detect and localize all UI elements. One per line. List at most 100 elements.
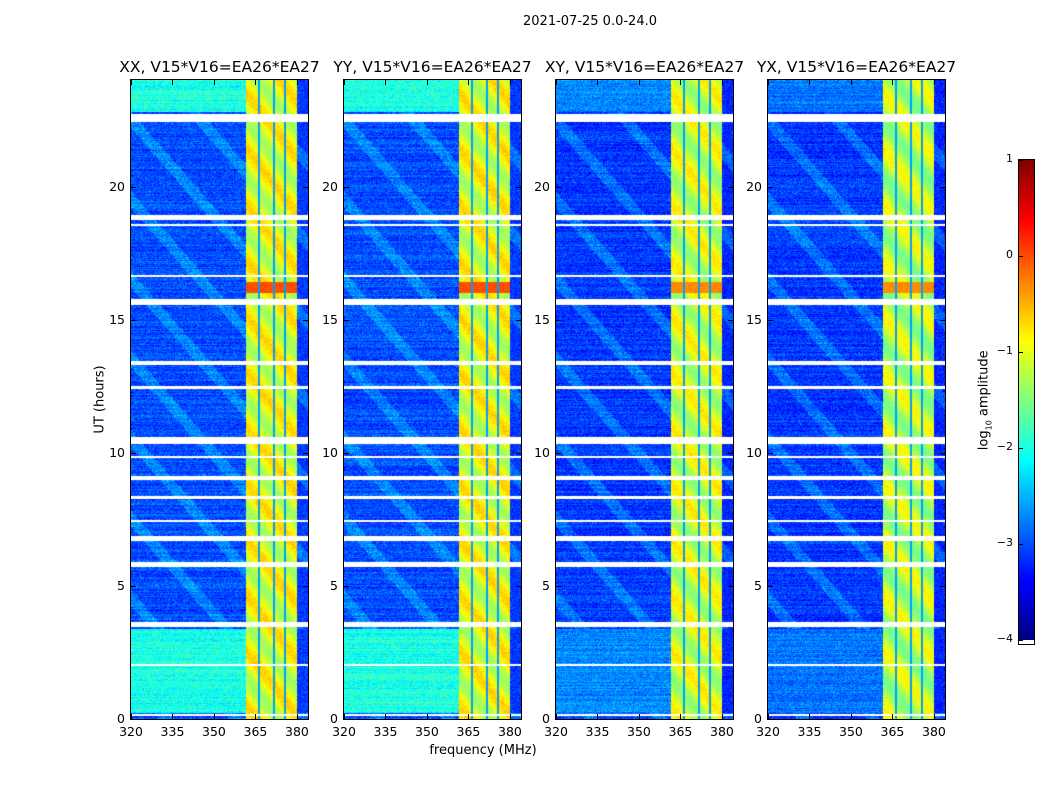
x-tick-label: 365 [456,724,481,739]
x-tick-bottom [721,714,723,719]
panel-title: XY, V15*V16=EA26*EA27 [544,58,745,76]
colorbar-tick-label: −1 [996,344,1013,357]
x-tick-bottom [768,714,769,719]
colorbar-tick [1019,160,1023,161]
y-tick-label: 15 [746,311,762,327]
y-tick-left [131,585,136,587]
x-tick-top [131,80,132,85]
heatmap-panel [767,79,946,720]
x-tick-label: 320 [119,724,143,739]
x-tick-top [597,80,599,85]
y-tick-label: 5 [330,577,338,593]
y-tick-right [303,719,308,720]
y-tick-right [940,452,945,454]
x-tick-bottom [255,714,257,719]
y-tick-left [768,186,773,188]
heatmap-cells [344,80,521,719]
y-tick-right [303,452,308,454]
colorbar-label-sub: 10 [984,420,994,431]
x-tick-top [213,80,215,85]
x-tick-bottom [131,714,132,719]
y-tick-left [344,186,349,188]
y-tick-label: 10 [109,444,125,460]
y-tick-right [728,719,733,720]
y-tick-label: 20 [746,178,762,194]
x-tick-label: 335 [373,724,398,739]
y-tick-left [344,319,349,321]
y-tick-right [728,585,733,587]
colorbar-tick [1019,352,1023,353]
colorbar-tick-label: −2 [996,440,1013,453]
panel-title: XX, V15*V16=EA26*EA27 [119,58,320,76]
y-tick-left [556,585,561,587]
x-tick-bottom [213,714,215,719]
y-tick-label: 5 [117,577,125,593]
y-tick-left [768,585,773,587]
x-tick-top [468,80,470,85]
x-tick-bottom [468,714,470,719]
y-tick-right [728,319,733,321]
y-tick-right [516,186,521,188]
y-tick-left [556,452,561,454]
y-tick-right [940,319,945,321]
y-tick-right [940,719,945,720]
colorbar-gradient [1019,160,1034,640]
x-tick-label: 365 [880,724,905,739]
y-tick-right [303,585,308,587]
colorbar-label-amplitude: amplitude [976,350,992,421]
heatmap-cells [556,80,733,719]
x-tick-label: 365 [668,724,693,739]
x-tick-top [426,80,428,85]
y-tick-left [556,186,561,188]
x-tick-label: 320 [756,724,780,739]
panel-title: YX, V15*V16=EA26*EA27 [756,58,957,76]
x-tick-bottom [638,714,640,719]
x-tick-bottom [385,714,387,719]
x-tick-label: 350 [627,724,651,739]
colorbar-tick [1019,544,1023,545]
x-tick-label: 380 [922,724,946,739]
y-tick-right [516,585,521,587]
x-tick-bottom [556,714,557,719]
x-tick-label: 380 [285,724,309,739]
y-tick-left [768,719,773,720]
y-tick-left [131,719,136,720]
colorbar-tick-label: 1 [1006,152,1013,165]
x-tick-label: 380 [710,724,734,739]
figure-title: 2021-07-25 0.0-24.0 [523,14,657,29]
y-tick-label: 10 [746,444,762,460]
colorbar-tick [1019,256,1023,257]
x-tick-bottom [597,714,599,719]
x-tick-label: 350 [202,724,226,739]
x-tick-top [638,80,640,85]
x-tick-bottom [344,714,345,719]
colorbar-tick [1019,448,1023,449]
x-tick-top [768,80,769,85]
panel-title: YY, V15*V16=EA26*EA27 [333,58,532,76]
y-tick-label: 0 [754,711,762,726]
y-tick-left [768,452,773,454]
x-tick-top [680,80,682,85]
y-axis-label: UT (hours) [92,365,108,434]
x-tick-top [892,80,894,85]
y-tick-label: 20 [534,178,550,194]
x-tick-top [296,80,298,85]
x-tick-top [255,80,257,85]
y-tick-label: 0 [330,711,338,726]
x-tick-top [385,80,387,85]
y-tick-label: 20 [322,178,338,194]
y-tick-left [556,719,561,720]
heatmap-panel [343,79,522,720]
y-tick-label: 15 [534,311,550,327]
heatmap-panel [130,79,309,720]
x-tick-top [721,80,723,85]
y-tick-label: 5 [754,577,762,593]
x-tick-bottom [296,714,298,719]
x-tick-top [344,80,345,85]
y-tick-right [303,319,308,321]
y-tick-left [344,719,349,720]
x-tick-top [850,80,852,85]
y-tick-left [131,319,136,321]
x-tick-bottom [850,714,852,719]
x-tick-label: 320 [544,724,568,739]
